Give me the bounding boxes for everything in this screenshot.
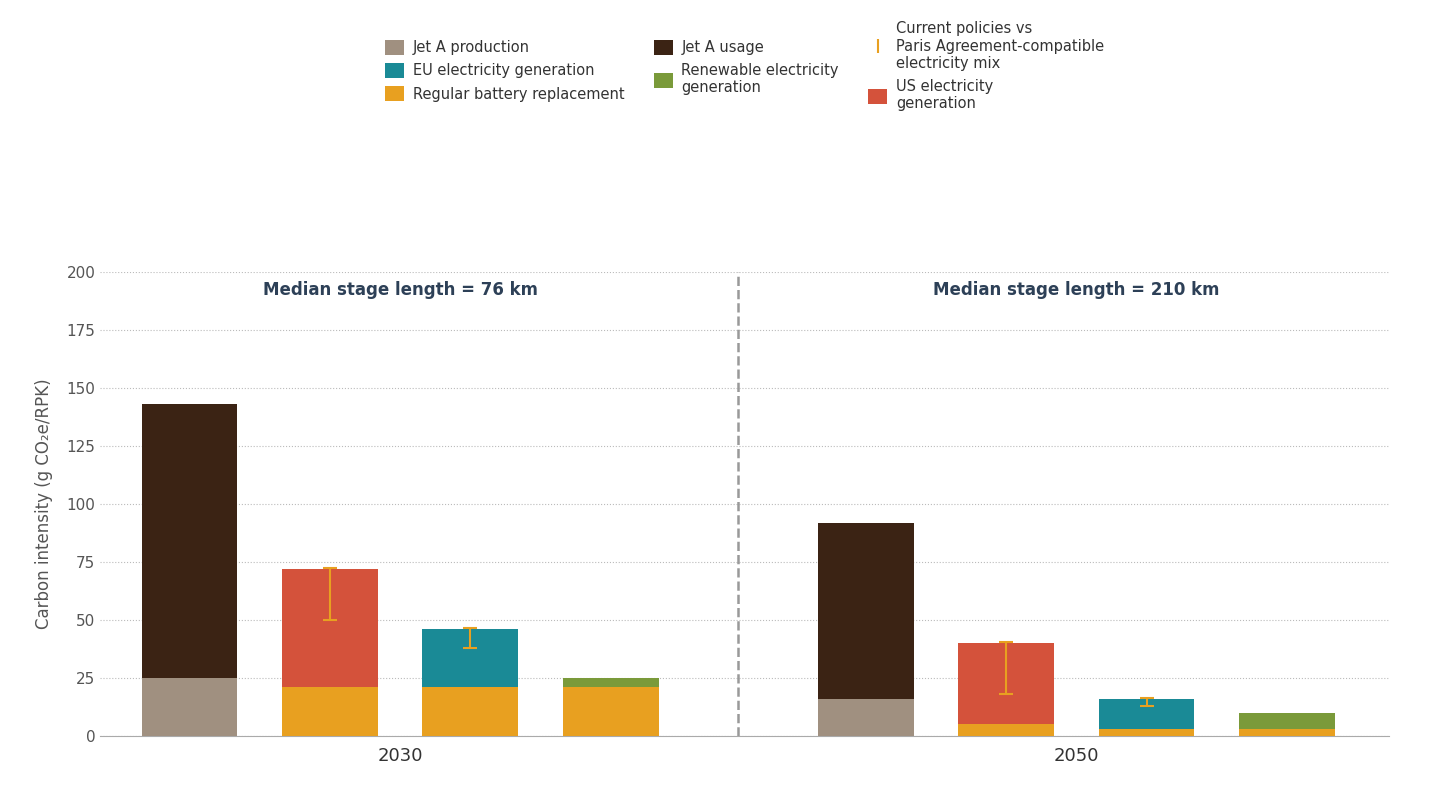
- Bar: [142, 678, 238, 736]
- Bar: [1098, 729, 1194, 736]
- Bar: [422, 630, 518, 687]
- Legend: Jet A production, EU electricity generation, Regular battery replacement, Jet A : Jet A production, EU electricity generat…: [379, 15, 1110, 117]
- Bar: [1098, 699, 1194, 729]
- Bar: [818, 699, 914, 736]
- Text: Median stage length = 210 km: Median stage length = 210 km: [934, 282, 1220, 299]
- Bar: [958, 725, 1054, 736]
- Bar: [958, 643, 1054, 725]
- Bar: [1239, 729, 1335, 736]
- Bar: [1239, 713, 1335, 729]
- Bar: [282, 687, 378, 736]
- Bar: [142, 404, 238, 678]
- Y-axis label: Carbon intensity (g CO₂e/RPK): Carbon intensity (g CO₂e/RPK): [34, 378, 53, 630]
- Text: Median stage length = 76 km: Median stage length = 76 km: [262, 282, 537, 299]
- Bar: [818, 522, 914, 699]
- Bar: [563, 687, 659, 736]
- Bar: [563, 678, 659, 687]
- Bar: [282, 569, 378, 687]
- Bar: [422, 687, 518, 736]
